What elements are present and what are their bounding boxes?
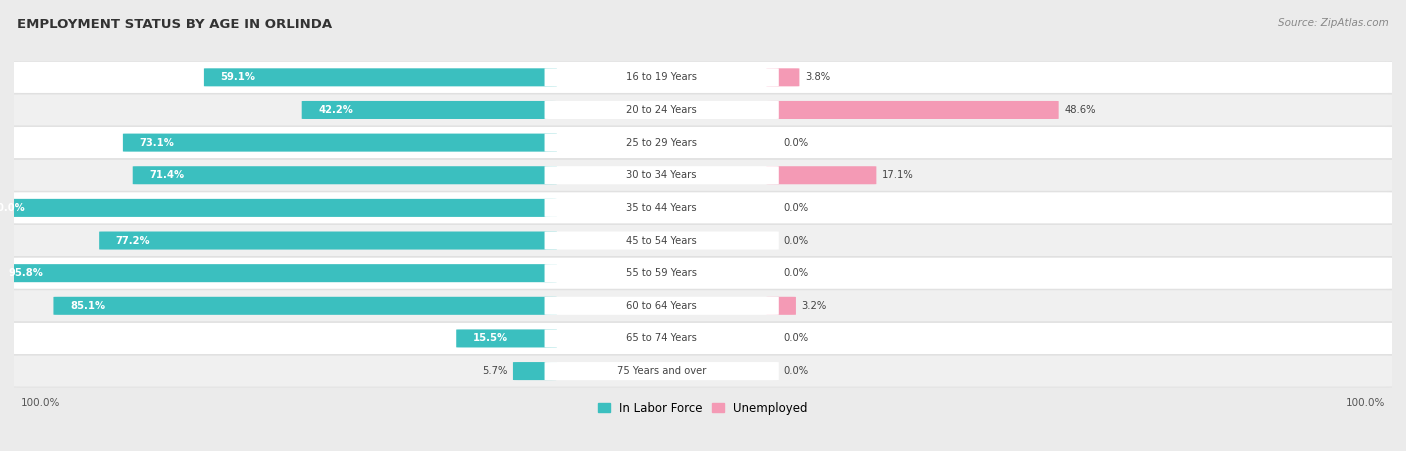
FancyBboxPatch shape (132, 166, 557, 184)
Text: 60 to 64 Years: 60 to 64 Years (626, 301, 697, 311)
Text: 25 to 29 Years: 25 to 29 Years (626, 138, 697, 147)
Text: 20 to 24 Years: 20 to 24 Years (626, 105, 697, 115)
Text: 16 to 19 Years: 16 to 19 Years (626, 72, 697, 83)
FancyBboxPatch shape (10, 322, 1396, 354)
FancyBboxPatch shape (456, 329, 557, 347)
Text: 85.1%: 85.1% (70, 301, 105, 311)
Text: 42.2%: 42.2% (318, 105, 353, 115)
Text: 71.4%: 71.4% (149, 170, 184, 180)
Text: 0.0%: 0.0% (783, 235, 808, 245)
Text: 15.5%: 15.5% (472, 333, 508, 344)
FancyBboxPatch shape (53, 297, 557, 315)
Text: 0.0%: 0.0% (783, 268, 808, 278)
Text: 5.7%: 5.7% (482, 366, 508, 376)
FancyBboxPatch shape (766, 166, 876, 184)
FancyBboxPatch shape (10, 257, 1396, 289)
FancyBboxPatch shape (544, 199, 779, 217)
Text: 3.8%: 3.8% (804, 72, 830, 83)
FancyBboxPatch shape (122, 133, 557, 152)
FancyBboxPatch shape (10, 127, 1396, 159)
Text: 17.1%: 17.1% (882, 170, 914, 180)
FancyBboxPatch shape (10, 159, 1396, 191)
Text: 35 to 44 Years: 35 to 44 Years (626, 203, 697, 213)
Text: 95.8%: 95.8% (8, 268, 44, 278)
FancyBboxPatch shape (513, 362, 557, 380)
Text: 77.2%: 77.2% (115, 235, 150, 245)
FancyBboxPatch shape (100, 231, 557, 249)
Legend: In Labor Force, Unemployed: In Labor Force, Unemployed (593, 397, 813, 419)
FancyBboxPatch shape (544, 362, 779, 380)
FancyBboxPatch shape (544, 329, 779, 348)
Text: 75 Years and over: 75 Years and over (617, 366, 706, 376)
Text: 0.0%: 0.0% (783, 333, 808, 344)
FancyBboxPatch shape (10, 192, 1396, 224)
FancyBboxPatch shape (544, 68, 779, 87)
Text: 100.0%: 100.0% (0, 203, 25, 213)
FancyBboxPatch shape (0, 264, 557, 282)
Text: EMPLOYMENT STATUS BY AGE IN ORLINDA: EMPLOYMENT STATUS BY AGE IN ORLINDA (17, 18, 332, 31)
FancyBboxPatch shape (10, 61, 1396, 93)
Text: 48.6%: 48.6% (1064, 105, 1095, 115)
Text: 0.0%: 0.0% (783, 203, 808, 213)
Text: 0.0%: 0.0% (783, 366, 808, 376)
FancyBboxPatch shape (544, 166, 779, 184)
Text: 55 to 59 Years: 55 to 59 Years (626, 268, 697, 278)
FancyBboxPatch shape (544, 264, 779, 282)
FancyBboxPatch shape (10, 290, 1396, 322)
Text: Source: ZipAtlas.com: Source: ZipAtlas.com (1278, 18, 1389, 28)
FancyBboxPatch shape (766, 68, 800, 86)
FancyBboxPatch shape (544, 297, 779, 315)
Text: 100.0%: 100.0% (21, 398, 60, 408)
Text: 100.0%: 100.0% (1346, 398, 1385, 408)
FancyBboxPatch shape (204, 68, 557, 86)
Text: 65 to 74 Years: 65 to 74 Years (626, 333, 697, 344)
FancyBboxPatch shape (766, 297, 796, 315)
FancyBboxPatch shape (10, 94, 1396, 126)
Text: 3.2%: 3.2% (801, 301, 827, 311)
Text: 0.0%: 0.0% (783, 138, 808, 147)
FancyBboxPatch shape (544, 101, 779, 119)
FancyBboxPatch shape (302, 101, 557, 119)
Text: 59.1%: 59.1% (221, 72, 256, 83)
Text: 73.1%: 73.1% (139, 138, 174, 147)
FancyBboxPatch shape (10, 225, 1396, 257)
FancyBboxPatch shape (766, 101, 1059, 119)
FancyBboxPatch shape (10, 355, 1396, 387)
FancyBboxPatch shape (0, 199, 557, 217)
FancyBboxPatch shape (544, 231, 779, 249)
Text: 30 to 34 Years: 30 to 34 Years (627, 170, 697, 180)
Text: 45 to 54 Years: 45 to 54 Years (626, 235, 697, 245)
FancyBboxPatch shape (544, 133, 779, 152)
